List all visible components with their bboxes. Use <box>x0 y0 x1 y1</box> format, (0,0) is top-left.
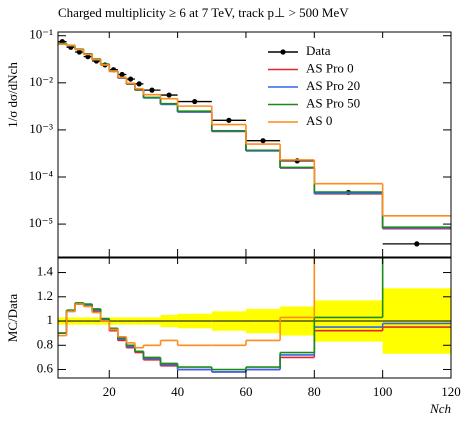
main-plot <box>58 39 451 247</box>
legend-label: AS Pro 0 <box>306 60 354 75</box>
x-tick-label: 80 <box>308 384 321 399</box>
y-axis-label: MC/Data <box>5 294 20 343</box>
y-tick-label: 0.8 <box>37 336 53 351</box>
y-tick-label: 1.4 <box>37 264 54 279</box>
y-tick-label: 1.2 <box>37 288 53 303</box>
ratio-plot <box>58 258 451 373</box>
data-point <box>294 158 300 164</box>
data-point <box>136 81 142 87</box>
data-point <box>166 92 172 98</box>
data-point <box>85 54 91 60</box>
legend-marker <box>280 49 286 55</box>
legend-label: AS 0 <box>306 113 332 128</box>
data-point <box>76 49 82 55</box>
data-point <box>414 241 420 247</box>
chart-title: Charged multiplicity ≥ 6 at 7 TeV, track… <box>58 5 349 20</box>
x-tick-label: 120 <box>441 384 461 399</box>
x-axis-label: Nch <box>429 401 451 416</box>
legend-label: Data <box>306 43 331 58</box>
ratio-frame <box>57 257 452 379</box>
y-tick-label: 0.6 <box>37 360 54 375</box>
y-tick-label: 10⁻¹ <box>29 27 53 42</box>
y-tick-label: 10⁻² <box>29 74 53 89</box>
data-point <box>149 87 155 93</box>
y-axis-label: 1/σ dσ/dNch <box>5 62 20 128</box>
x-tick-label: 60 <box>239 384 252 399</box>
data-point <box>128 76 134 82</box>
x-tick-label: 100 <box>373 384 393 399</box>
main-frame <box>57 31 452 258</box>
data-point <box>192 98 198 105</box>
data-point <box>226 117 232 123</box>
y-tick-label: 1 <box>47 312 54 327</box>
data-point <box>260 138 266 144</box>
y-tick-label: 10⁻⁴ <box>29 168 54 183</box>
x-tick-label: 20 <box>103 384 116 399</box>
legend-label: AS Pro 50 <box>306 95 360 110</box>
y-tick-label: 10⁻⁵ <box>29 215 53 230</box>
y-tick-label: 10⁻³ <box>29 121 53 136</box>
legend-label: AS Pro 20 <box>306 78 360 93</box>
data-point <box>119 71 125 78</box>
x-tick-label: 40 <box>171 384 184 399</box>
